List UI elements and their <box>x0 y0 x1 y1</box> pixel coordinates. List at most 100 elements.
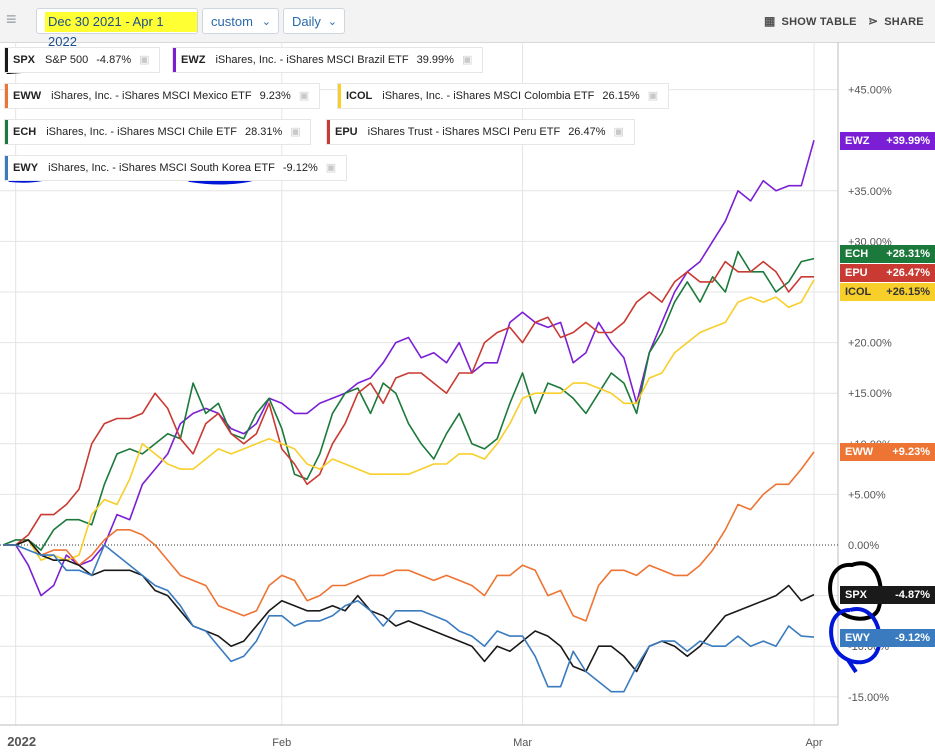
tag-symbol: EWW <box>845 446 874 458</box>
tag-symbol: ECH <box>845 248 869 260</box>
interval-select[interactable]: Daily ⌄ <box>283 8 345 34</box>
legend-item-epu[interactable]: EPU iShares Trust - iShares MSCI Peru ETF… <box>326 119 635 145</box>
value-tag-ewz: EWZ +39.99% <box>840 132 935 150</box>
legend-name: iShares, Inc. - iShares MSCI Chile ETF <box>46 126 237 138</box>
tag-value: -9.12% <box>895 632 930 644</box>
legend-item-icol[interactable]: ICOL iShares, Inc. - iShares MSCI Colombi… <box>337 83 669 109</box>
value-tag-eww: EWW +9.23% <box>840 443 935 461</box>
legend-remove-icon[interactable]: ▣ <box>139 54 150 67</box>
legend-symbol: EWZ <box>181 54 206 66</box>
value-tag-epu: EPU +26.47% <box>840 264 935 282</box>
legend-change: 26.15% <box>602 90 640 102</box>
legend-name: iShares, Inc. - iShares MSCI Brazil ETF <box>215 54 409 66</box>
tag-value: +26.47% <box>886 267 930 279</box>
legend-item-ech[interactable]: ECH iShares, Inc. - iShares MSCI Chile ET… <box>4 119 312 145</box>
tag-value: +28.31% <box>886 248 930 260</box>
tag-value: +9.23% <box>892 446 930 458</box>
date-range-button[interactable]: Dec 30 2021 - Apr 1 2022 <box>36 8 198 49</box>
series-line-spx <box>3 539 815 673</box>
series-line-epu <box>3 260 814 546</box>
legend-remove-icon[interactable]: ▣ <box>613 126 624 139</box>
legend-color-swatch <box>173 48 176 72</box>
legend-remove-icon[interactable]: ▣ <box>290 126 301 139</box>
y-tick-label: +5.00% <box>848 489 886 501</box>
x-tick-label: Feb <box>272 737 291 749</box>
date-range-label: Dec 30 2021 - Apr 1 2022 <box>45 12 197 49</box>
value-tag-ewy: EWY -9.12% <box>840 629 935 647</box>
value-tag-ech: ECH +28.31% <box>840 245 935 263</box>
show-table-button[interactable]: ▦ SHOW TABLE <box>764 14 857 28</box>
legend-color-swatch <box>327 120 330 144</box>
y-tick-label: -15.00% <box>848 692 889 704</box>
annotation-circle-ewy <box>829 607 882 674</box>
share-label: SHARE <box>884 16 924 28</box>
y-tick-label: +35.00% <box>848 186 892 198</box>
legend-change: 28.31% <box>244 126 283 138</box>
share-icon: ⋗ <box>868 14 879 28</box>
x-tick-label: 2022 <box>7 734 36 749</box>
legend-name: S&P 500 <box>45 54 89 66</box>
legend-symbol: SPX <box>13 54 36 66</box>
legend-item-spx[interactable]: SPX S&P 500 -4.87% ▣ <box>4 47 161 73</box>
x-tick-label: Mar <box>513 737 532 749</box>
chevron-down-icon: ⌄ <box>327 16 337 28</box>
period-label: custom <box>211 14 253 29</box>
series-line-ewy <box>3 544 815 693</box>
series-line-icol <box>3 279 815 562</box>
series-line-ech <box>2 250 815 551</box>
table-icon: ▦ <box>764 14 776 28</box>
value-tag-spx: SPX -4.87% <box>840 586 935 604</box>
legend-item-ewy[interactable]: EWY iShares, Inc. - iShares MSCI South Ko… <box>4 155 347 181</box>
y-tick-label: +45.00% <box>848 85 892 97</box>
tag-symbol: ICOL <box>845 286 872 298</box>
legend-change: 26.47% <box>568 126 606 138</box>
legend-remove-icon[interactable]: ▣ <box>461 54 473 67</box>
legend-remove-icon[interactable]: ▣ <box>647 90 659 103</box>
annotation-circle-spx <box>828 561 883 621</box>
legend-color-swatch <box>5 48 8 72</box>
value-tag-icol: ICOL +26.15% <box>840 283 935 301</box>
legend-symbol: ICOL <box>346 90 373 102</box>
interval-label: Daily <box>292 14 321 29</box>
legend-symbol: EWW <box>13 90 42 102</box>
x-tick-label: Apr <box>805 737 822 749</box>
legend-item-eww[interactable]: EWW iShares, Inc. - iShares MSCI Mexico E… <box>4 83 320 109</box>
tag-symbol: EPU <box>845 267 868 279</box>
legend-symbol: EPU <box>335 126 358 138</box>
tag-value: +26.15% <box>886 286 930 298</box>
period-select[interactable]: custom ⌄ <box>202 8 279 34</box>
y-tick-label: +20.00% <box>848 338 892 350</box>
legend-color-swatch <box>5 156 8 180</box>
series-line-eww <box>3 451 815 622</box>
legend-color-swatch <box>5 84 8 108</box>
series-line-ewz <box>3 139 815 597</box>
tag-symbol: SPX <box>845 589 868 601</box>
share-button[interactable]: ⋗ SHARE <box>868 14 924 28</box>
legend-name: iShares, Inc. - iShares MSCI South Korea… <box>48 162 275 174</box>
show-table-label: SHOW TABLE <box>781 16 857 28</box>
legend-name: iShares, Inc. - iShares MSCI Colombia ET… <box>382 90 595 102</box>
legend-change: -9.12% <box>282 162 318 174</box>
tag-value: -4.87% <box>895 589 930 601</box>
legend-change: -4.87% <box>96 54 132 66</box>
legend-change: 9.23% <box>259 90 291 102</box>
chart-toolbar: ≡ Dec 30 2021 - Apr 1 2022 custom ⌄ Dail… <box>0 0 935 49</box>
legend-name: iShares, Inc. - iShares MSCI Mexico ETF <box>51 90 252 102</box>
legend-name: iShares Trust - iShares MSCI Peru ETF <box>367 126 561 138</box>
y-tick-label: +15.00% <box>848 388 892 400</box>
legend-remove-icon[interactable]: ▣ <box>298 90 310 103</box>
chevron-down-icon: ⌄ <box>261 16 271 28</box>
legend-color-swatch <box>338 84 341 108</box>
legend-symbol: EWY <box>13 162 39 174</box>
tag-value: +39.99% <box>886 135 930 147</box>
legend-symbol: ECH <box>13 126 37 138</box>
tag-symbol: EWZ <box>845 135 870 147</box>
y-tick-label: 0.00% <box>848 540 879 552</box>
legend-remove-icon[interactable]: ▣ <box>325 162 337 175</box>
tag-symbol: EWY <box>845 632 871 644</box>
comparison-line-chart: +45.00%+35.00%+30.00%+25.00%+20.00%+15.0… <box>0 42 892 749</box>
legend-color-swatch <box>5 120 8 144</box>
menu-icon[interactable]: ≡ <box>6 9 17 29</box>
legend-change: 39.99% <box>416 54 454 66</box>
legend-item-ewz[interactable]: EWZ iShares, Inc. - iShares MSCI Brazil E… <box>172 47 483 73</box>
